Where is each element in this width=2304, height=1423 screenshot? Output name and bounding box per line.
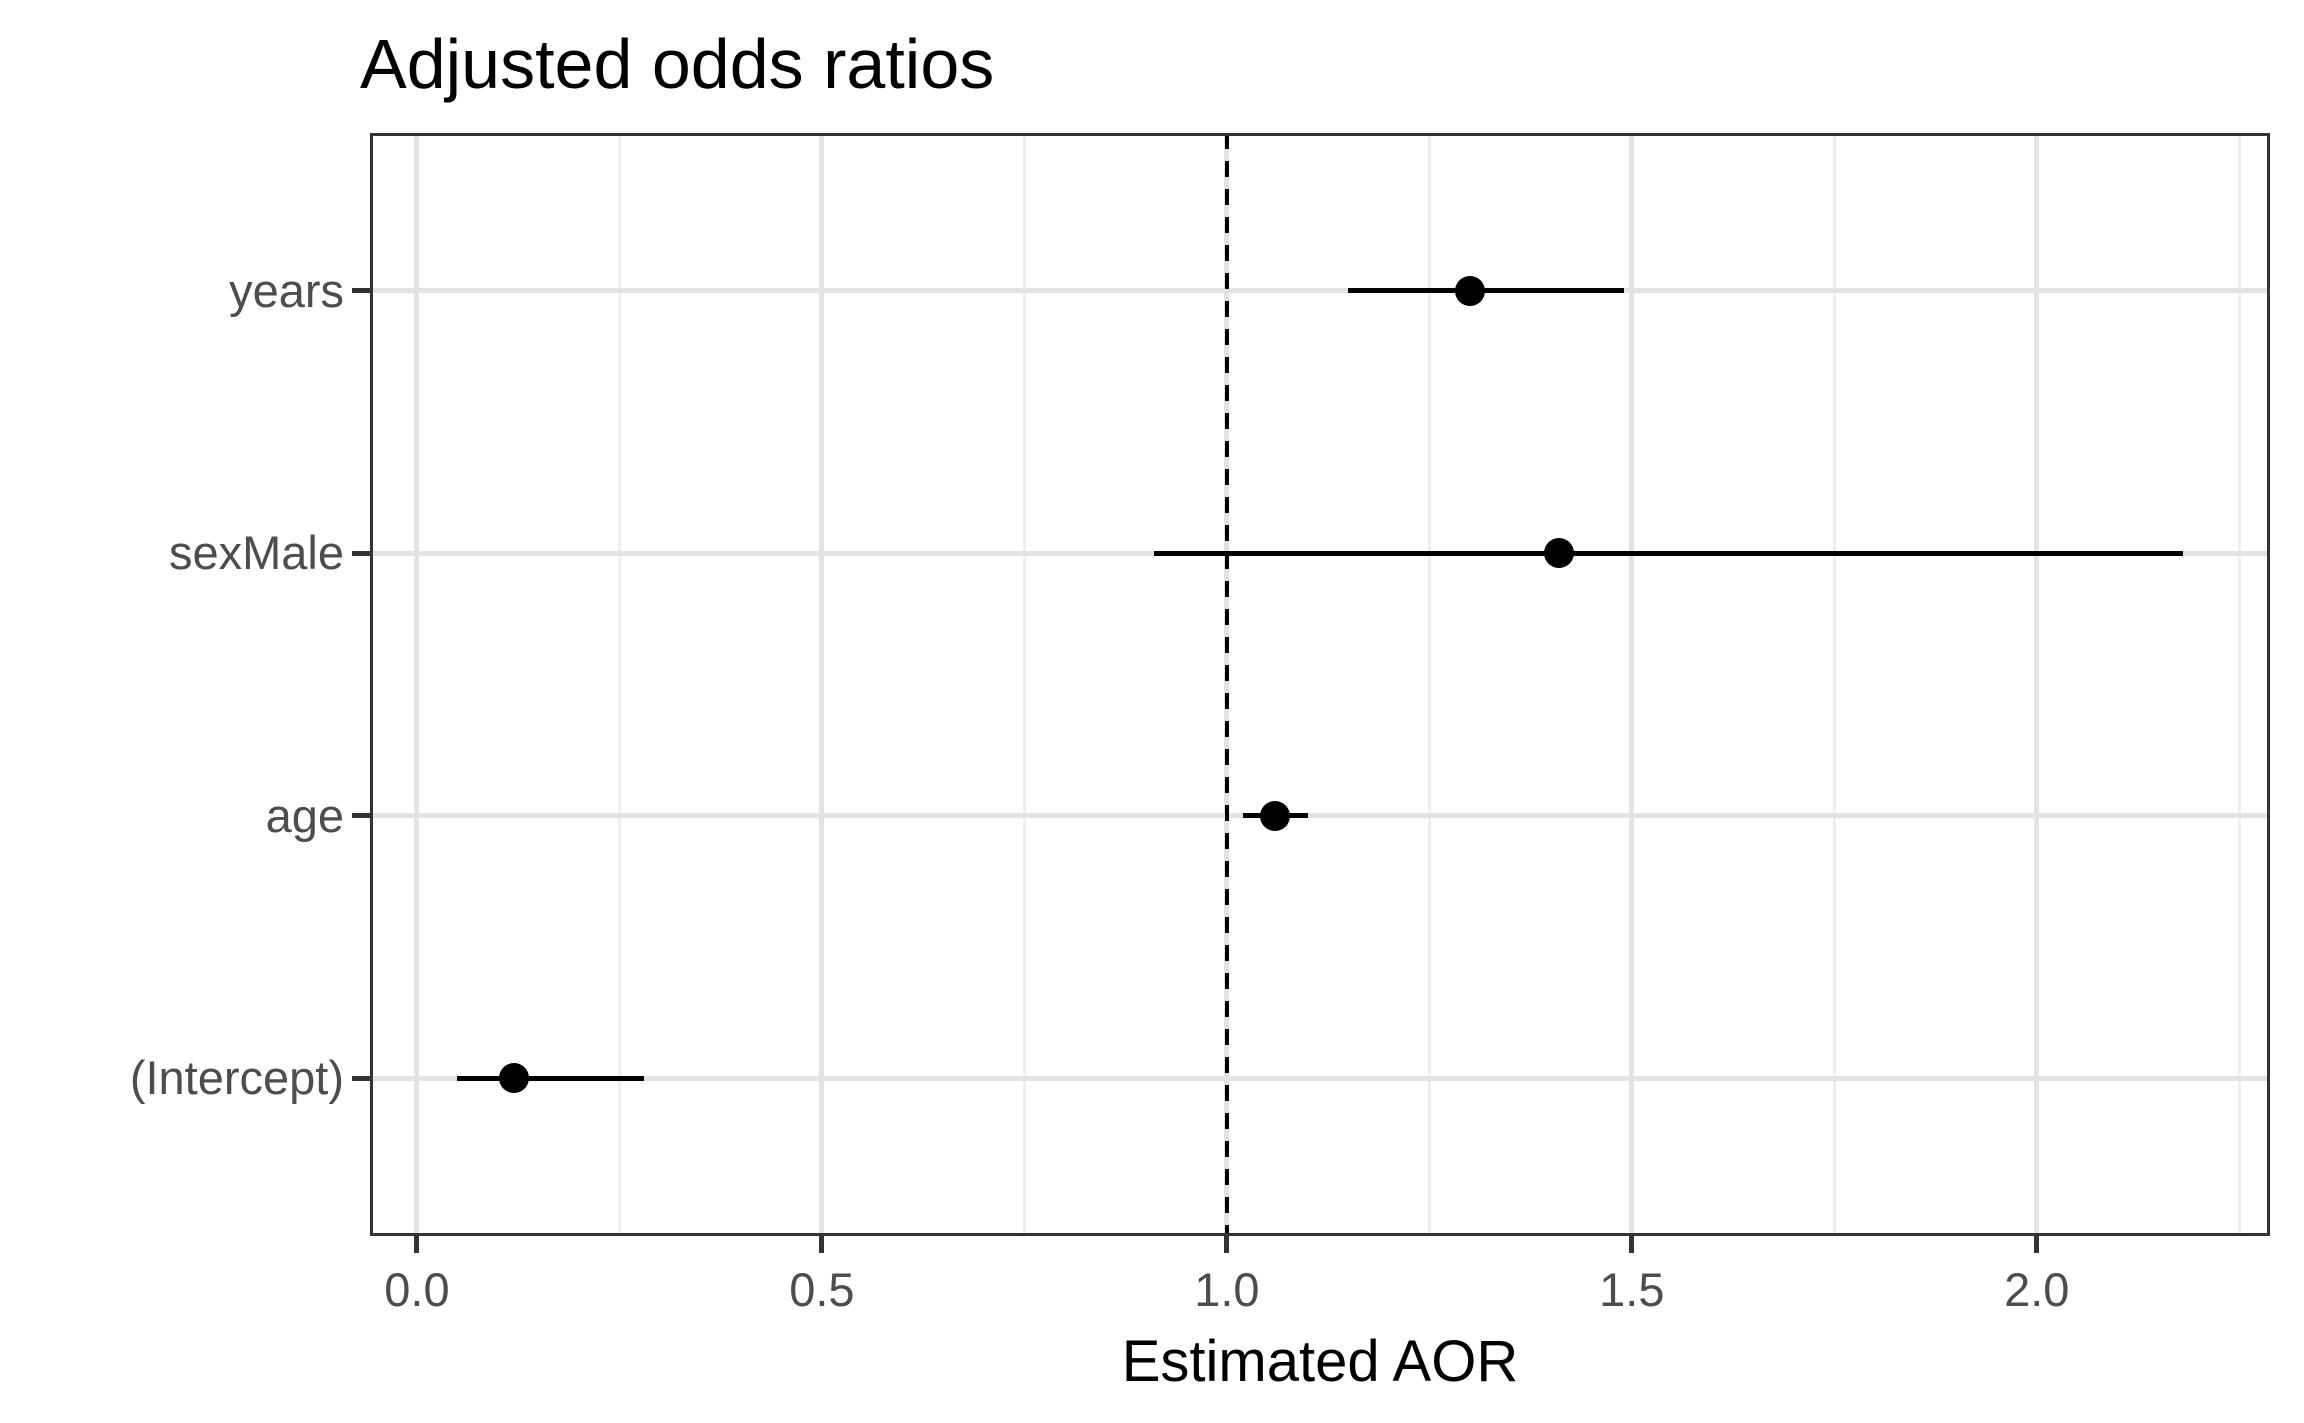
x-tick-label: 1.0 [1194, 1263, 1260, 1316]
x-tick-label: 1.5 [1599, 1263, 1665, 1316]
gridline-major-y [370, 813, 2270, 819]
y-axis-tick [352, 550, 370, 556]
confidence-interval-bar [1153, 550, 2183, 556]
y-axis-tick [352, 288, 370, 294]
x-axis-tick [819, 1236, 825, 1253]
x-axis-tick [1629, 1236, 1635, 1253]
plot-panel [370, 133, 2270, 1236]
point-estimate-dot [1543, 538, 1574, 569]
gridline-major-y [370, 1075, 2270, 1081]
x-tick-label: 2.0 [2004, 1263, 2070, 1316]
x-axis-tick [1224, 1236, 1230, 1253]
y-axis-tick [352, 813, 370, 819]
gridline-major-x [819, 133, 825, 1236]
confidence-interval-bar [1348, 288, 1624, 294]
gridline-minor-x [1022, 133, 1026, 1236]
gridline-minor-x [1832, 133, 1836, 1236]
point-estimate-dot [1454, 275, 1485, 306]
confidence-interval-bar [457, 1075, 644, 1081]
y-tick-label: age [265, 788, 344, 842]
chart-title: Adjusted odds ratios [360, 25, 995, 103]
x-axis-title: Estimated AOR [1121, 1329, 1519, 1394]
y-tick-label: sexMale [168, 526, 344, 580]
x-axis-tick [414, 1236, 420, 1253]
x-axis-tick [2034, 1236, 2040, 1253]
point-estimate-dot [499, 1063, 530, 1094]
point-estimate-dot [1260, 800, 1291, 831]
panel-border [370, 133, 2270, 1236]
y-tick-label: (Intercept) [129, 1051, 344, 1105]
y-axis-tick [352, 1075, 370, 1081]
gridline-minor-x [617, 133, 621, 1236]
gridline-major-x [414, 133, 420, 1236]
reference-line [1224, 133, 1229, 1236]
gridline-minor-x [2237, 133, 2241, 1236]
gridline-major-x [2034, 133, 2040, 1236]
gridline-major-y [370, 288, 2270, 294]
gridline-major-x [1629, 133, 1635, 1236]
x-tick-label: 0.0 [384, 1263, 450, 1316]
gridline-minor-x [1427, 133, 1431, 1236]
x-tick-label: 0.5 [789, 1263, 855, 1316]
y-tick-label: years [229, 263, 344, 317]
